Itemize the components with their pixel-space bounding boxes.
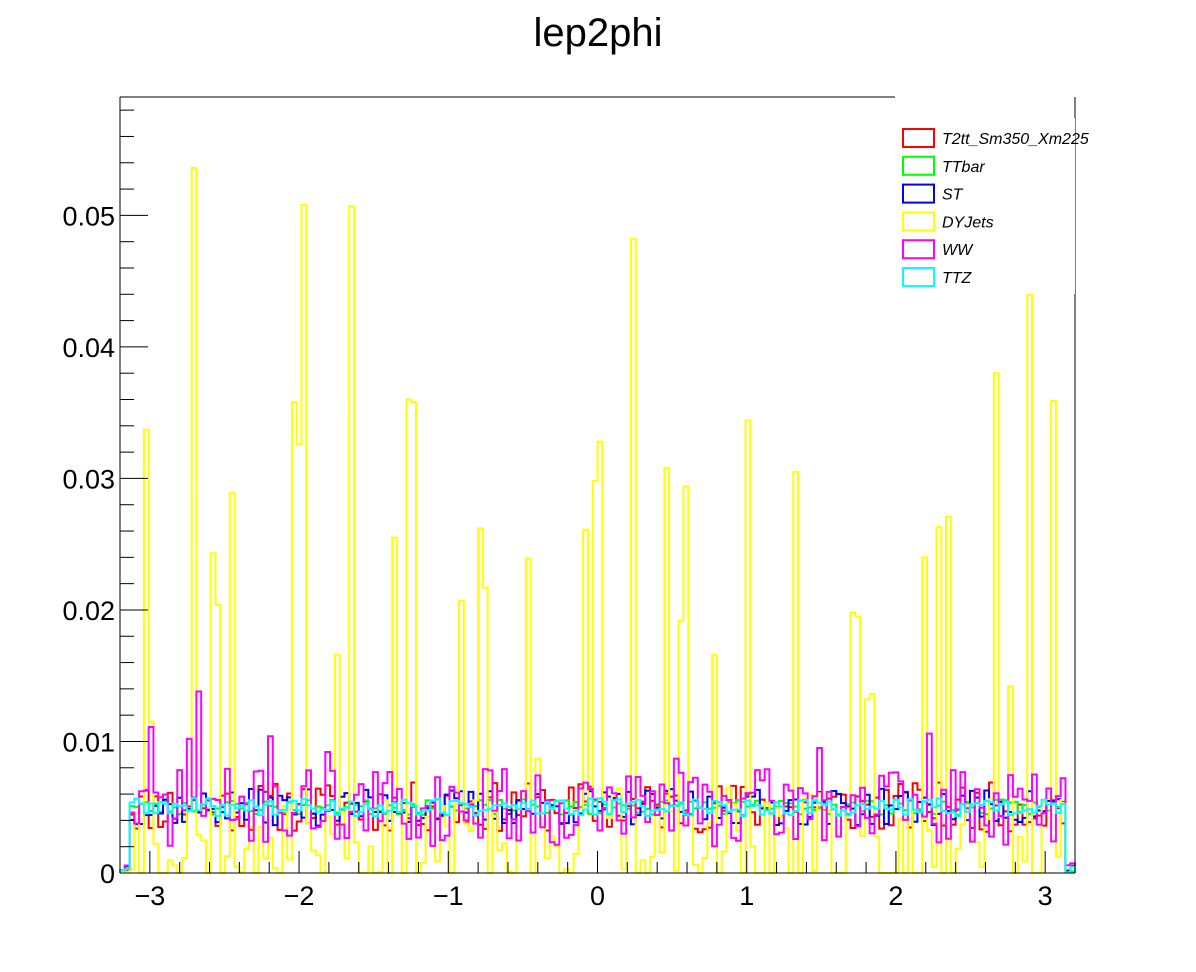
legend-label: WW xyxy=(942,242,974,259)
x-tick-label: −3 xyxy=(134,881,165,911)
y-tick-label: 0.02 xyxy=(62,596,115,626)
axes: −3 −2 −1 0 1 2 3 0 0.01 0.02 0.03 0.04 0.05 xyxy=(62,96,1076,911)
legend-swatch xyxy=(902,267,935,287)
legend-swatch xyxy=(902,239,935,260)
legend-swatch xyxy=(902,211,935,232)
x-tick-label: 3 xyxy=(1038,881,1053,911)
x-tick-label: 2 xyxy=(888,881,903,911)
series-ttz-histogram xyxy=(119,797,1076,874)
x-tick-label: −2 xyxy=(284,881,315,911)
legend-label: TTZ xyxy=(942,270,973,287)
y-tick-label: 0.04 xyxy=(62,333,115,363)
y-tick-label: 0.03 xyxy=(62,464,115,494)
legend-label: T2tt_Sm350_Xm225 xyxy=(942,131,1089,148)
x-tick-label: 0 xyxy=(590,881,605,911)
legend-label: DYJets xyxy=(942,214,994,231)
y-tick-label: 0.05 xyxy=(62,201,115,231)
y-tick-label: 0.01 xyxy=(62,727,115,757)
x-tick-label: −1 xyxy=(433,881,464,911)
x-tick-label: 1 xyxy=(739,881,754,911)
legend-swatch xyxy=(902,128,935,148)
legend-swatch xyxy=(902,183,935,204)
legend: T2tt_Sm350_Xm225 TTbar ST DYJets WW TTZ xyxy=(897,118,1089,294)
y-tick-label: 0 xyxy=(100,859,115,889)
legend-label: TTbar xyxy=(942,159,985,176)
legend-label: ST xyxy=(942,187,964,204)
chart-title: lep2phi xyxy=(533,11,662,55)
legend-swatch xyxy=(902,155,935,176)
